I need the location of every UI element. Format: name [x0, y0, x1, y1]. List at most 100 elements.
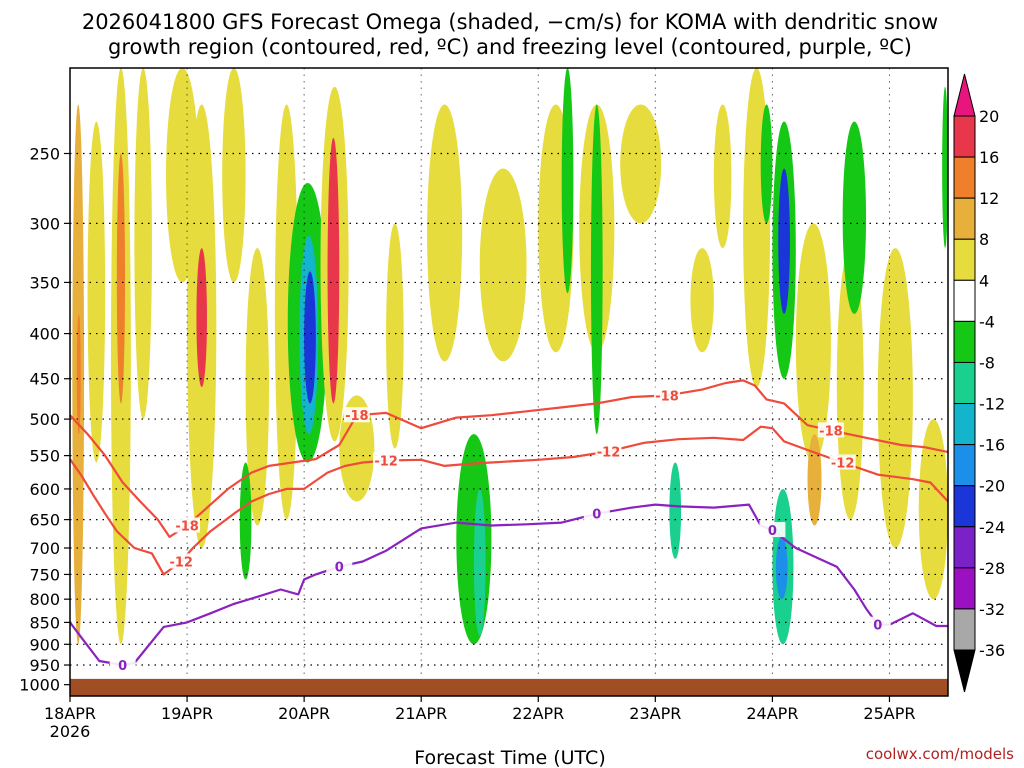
omega-region	[479, 168, 527, 362]
colorbar-band	[953, 608, 976, 651]
colorbar-label: 8	[979, 230, 989, 249]
x-tick-label: 24APR	[746, 704, 798, 723]
y-tick-label: 500	[29, 410, 60, 429]
colorbar-band	[953, 115, 976, 158]
omega-region	[807, 434, 822, 526]
omega-region	[918, 419, 948, 600]
contour-label-minus18: -18	[655, 389, 679, 404]
contour-label-minus18-bg	[343, 407, 370, 423]
contour-dgz-minus12	[69, 425, 949, 576]
y-tick-label: 400	[29, 325, 60, 344]
plot-axes: 250 300 350 400 450 500 550 600 650 700 750 800 850 9…	[19, 67, 949, 723]
colorbar-label: -12	[979, 395, 1005, 414]
y-tick-label: 1000	[19, 676, 60, 695]
colorbar-band	[953, 156, 976, 199]
contour-label-freezing-bg	[326, 558, 353, 574]
contour-label-minus12: -12	[169, 555, 193, 570]
contour-label-minus12-bg	[829, 454, 856, 470]
contour-label-minus18-bg	[817, 422, 844, 438]
contour-label-freezing-bg	[583, 505, 610, 521]
colorbar-band	[953, 361, 976, 405]
omega-region	[327, 137, 340, 404]
colorbar-band	[953, 320, 976, 363]
y-tick-label: 350	[29, 273, 60, 292]
omega-region	[669, 462, 682, 559]
y-tick-label: 300	[29, 214, 60, 233]
y-tick-label: 650	[29, 511, 60, 530]
omega-region	[942, 86, 948, 249]
colorbar: 20 16 12 8 4 -4 -8 -12 -16 -20 -24 -28 -32 -36	[953, 73, 1005, 693]
chart-title-line-2: growth region (contoured, red, ºC) and f…	[108, 35, 912, 59]
omega-region	[590, 104, 603, 435]
contour-label-minus12-bg	[595, 443, 622, 459]
plot-frame	[69, 67, 949, 697]
x-tick-label: 23APR	[629, 704, 681, 723]
omega-region	[836, 248, 864, 520]
colorbar-band	[953, 238, 976, 281]
contour-label-freezing: 0	[873, 619, 882, 634]
colorbar-bottom-arrow	[953, 649, 976, 693]
omega-region	[690, 248, 714, 353]
colorbar-label: -36	[979, 641, 1005, 660]
x-tick-label: 19APR	[161, 704, 213, 723]
omega-region	[304, 271, 316, 404]
x-tick-label: 22APR	[512, 704, 564, 723]
credit-text: coolwx.com/models	[866, 745, 1014, 763]
x-tick-label: 25APR	[863, 704, 915, 723]
temperature-contours: -18 -18 -18 -18 -12 -12 -12 -12 0 0 0 0 0	[69, 379, 949, 674]
omega-region	[116, 153, 126, 404]
contour-label-freezing: 0	[335, 561, 344, 576]
omega-region	[239, 462, 252, 580]
omega-region	[274, 104, 299, 520]
x-tick-year: 2026	[50, 722, 91, 741]
omega-region	[245, 248, 270, 526]
contour-label-freezing-bg	[109, 657, 136, 673]
omega-region	[775, 536, 788, 600]
y-tick-label: 900	[29, 635, 60, 654]
colorbar-band	[953, 485, 976, 528]
contour-label-minus18-bg	[174, 517, 201, 533]
omega-region	[795, 223, 831, 463]
contour-label-minus18: -18	[345, 409, 369, 424]
y-tick-label: 550	[29, 447, 60, 466]
y-tick-label: 450	[29, 370, 60, 389]
contour-freezing-level	[69, 503, 948, 667]
omega-region	[561, 68, 574, 294]
omega-region	[87, 121, 106, 463]
colorbar-band	[953, 444, 976, 487]
omega-region	[196, 248, 207, 388]
colorbar-band	[953, 403, 976, 446]
omega-shading	[72, 68, 948, 645]
contour-label-minus12: -12	[374, 454, 398, 469]
ground-fill	[70, 678, 948, 696]
contour-label-freezing: 0	[592, 508, 601, 523]
contour-label-minus12: -12	[597, 445, 621, 460]
omega-region	[222, 68, 246, 283]
contour-label-minus18-bg	[654, 387, 681, 403]
contour-label-freezing: 0	[768, 524, 777, 539]
x-axis-label: Forecast Time (UTC)	[414, 747, 605, 768]
x-tick-label: 18APR	[44, 704, 96, 723]
colorbar-band	[953, 197, 976, 240]
omega-region	[620, 104, 662, 224]
omega-region	[134, 68, 152, 420]
y-tick-label: 950	[29, 656, 60, 675]
contour-label-minus12-bg	[373, 452, 400, 468]
contour-label-minus18: -18	[175, 519, 199, 534]
y-tick-label: 850	[29, 613, 60, 632]
omega-region	[427, 104, 463, 362]
chart-title-line-1: 2026041800 GFS Forecast Omega (shaded, −…	[82, 10, 938, 34]
omega-region	[456, 434, 492, 645]
ground-below-surface	[70, 678, 948, 696]
omega-region	[473, 488, 486, 636]
omega-region	[877, 248, 913, 549]
omega-region	[386, 223, 404, 449]
y-tick-label: 750	[29, 565, 60, 584]
colorbar-label: -16	[979, 436, 1005, 455]
y-tick-label: 700	[29, 539, 60, 558]
x-tick-label: 21APR	[395, 704, 447, 723]
colorbar-top-arrow	[953, 73, 976, 117]
y-tick-label: 250	[29, 144, 60, 163]
colorbar-label: 4	[979, 271, 989, 290]
